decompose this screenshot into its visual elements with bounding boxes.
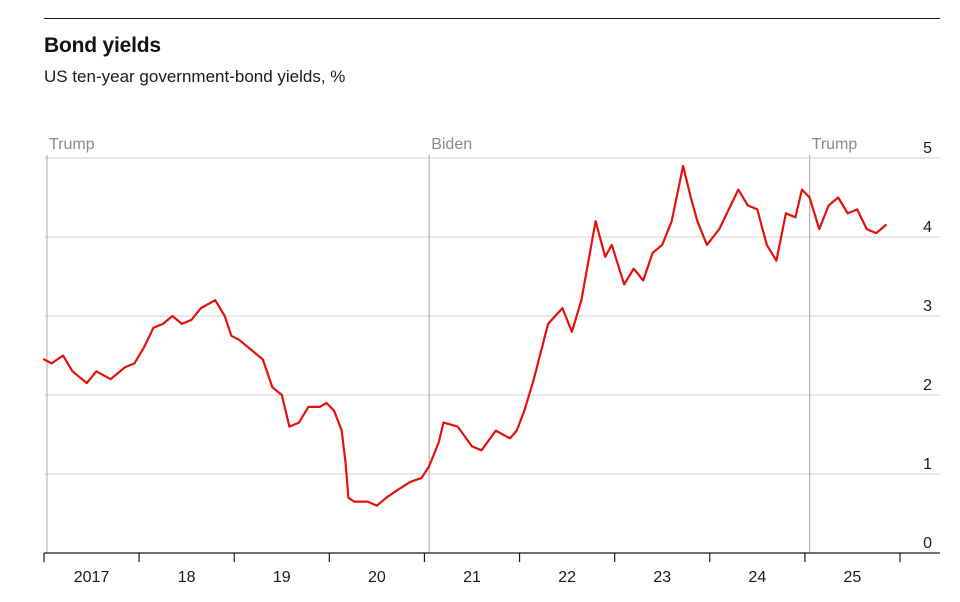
term-marker-label: Biden bbox=[431, 136, 472, 153]
x-tick-label: 19 bbox=[273, 569, 291, 586]
x-tick-label: 21 bbox=[463, 569, 481, 586]
series-layer bbox=[42, 164, 887, 507]
y-axis: 0 1 2 3 4 5 bbox=[923, 140, 932, 552]
top-rule bbox=[44, 18, 940, 19]
y-tick-label: 5 bbox=[923, 140, 932, 157]
x-axis: 2017 18 19 20 21 22 23 24 25 bbox=[43, 552, 940, 586]
term-marker-label: Trump bbox=[49, 136, 95, 153]
x-tick-label: 24 bbox=[748, 569, 766, 586]
y-tick-label: 4 bbox=[923, 219, 932, 236]
term-marker-label: Trump bbox=[812, 136, 858, 153]
x-tick-label: 20 bbox=[368, 569, 386, 586]
series-line-bond-yield bbox=[42, 164, 887, 507]
x-tick-label: 22 bbox=[558, 569, 576, 586]
chart-subtitle: US ten-year government-bond yields, % bbox=[44, 67, 346, 86]
y-tick-label: 3 bbox=[923, 298, 932, 315]
x-tick-label: 2017 bbox=[74, 569, 110, 586]
x-tick-label: 18 bbox=[178, 569, 196, 586]
y-tick-label: 1 bbox=[923, 456, 932, 473]
annotation-layer: Trump Biden Trump bbox=[46, 136, 858, 553]
x-tick-label: 25 bbox=[844, 569, 862, 586]
x-tick-label: 23 bbox=[653, 569, 671, 586]
y-tick-label: 2 bbox=[923, 377, 932, 394]
y-tick-label: 0 bbox=[923, 535, 932, 552]
chart-title: Bond yields bbox=[44, 34, 161, 57]
grid-layer bbox=[44, 157, 940, 475]
